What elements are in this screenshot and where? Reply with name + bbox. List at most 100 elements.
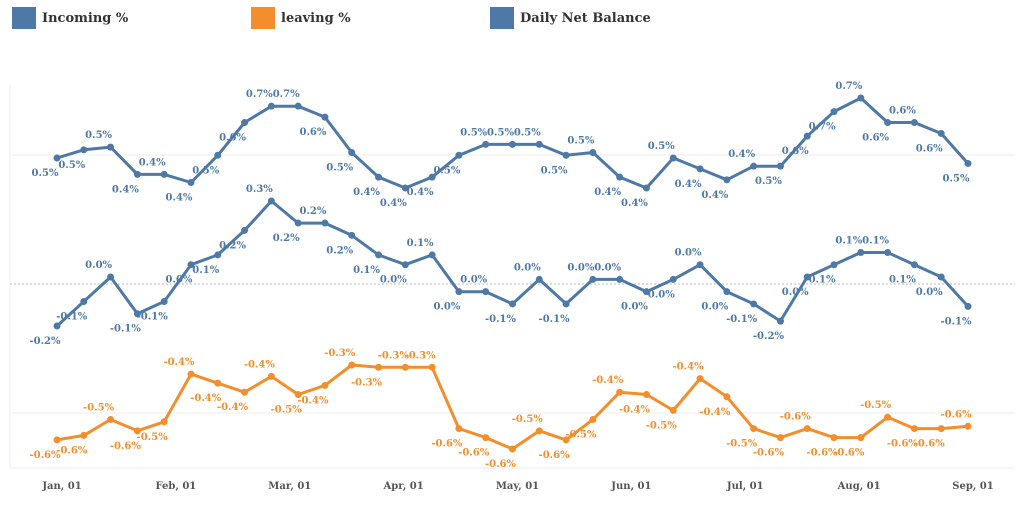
data-label-net-balance: 0.2% xyxy=(273,233,300,244)
data-point-net-balance xyxy=(937,273,945,281)
data-label-leaving: -0.6% xyxy=(887,439,919,450)
data-point-leaving xyxy=(616,388,624,396)
data-label-leaving: -0.4% xyxy=(217,402,249,413)
data-point-leaving xyxy=(669,406,677,414)
data-label-incoming: 0.6% xyxy=(862,133,889,144)
data-point-incoming xyxy=(509,140,516,148)
data-point-incoming xyxy=(723,176,731,184)
data-point-net-balance xyxy=(401,261,409,269)
data-point-incoming xyxy=(884,119,892,127)
x-tick-label: Apr, 01 xyxy=(383,481,424,492)
data-point-net-balance xyxy=(80,297,88,305)
data-point-incoming xyxy=(267,102,275,110)
data-point-net-balance xyxy=(723,288,731,296)
data-point-leaving xyxy=(375,363,383,371)
data-label-leaving: -0.4% xyxy=(163,357,195,368)
data-point-leaving xyxy=(455,425,463,433)
data-point-leaving xyxy=(589,415,597,423)
data-label-incoming: 0.4% xyxy=(139,157,166,168)
data-label-net-balance: 0.1% xyxy=(862,235,889,246)
data-label-net-balance: 0.1% xyxy=(407,238,434,249)
data-point-incoming xyxy=(160,170,168,178)
data-label-net-balance: 0.0% xyxy=(782,287,809,298)
data-label-incoming: 0.5% xyxy=(32,168,59,179)
data-label-leaving: -0.6% xyxy=(940,409,972,420)
data-point-leaving xyxy=(482,434,490,442)
data-label-net-balance: 0.3% xyxy=(246,184,273,195)
data-label-incoming: 0.7% xyxy=(273,89,300,100)
x-tick-label: May, 01 xyxy=(496,481,539,492)
data-point-net-balance xyxy=(214,251,222,259)
data-point-net-balance xyxy=(884,248,892,256)
data-point-leaving xyxy=(884,413,892,421)
data-label-incoming: 0.5% xyxy=(541,165,568,176)
legend: Incoming % leaving % Daily Net Balance xyxy=(0,0,1024,36)
data-label-incoming: 0.5% xyxy=(514,127,541,138)
legend-item-leaving[interactable]: leaving % xyxy=(251,7,351,29)
x-tick-label: Jun, 01 xyxy=(610,481,651,492)
data-point-incoming xyxy=(616,173,624,181)
legend-item-incoming[interactable]: Incoming % xyxy=(12,7,128,29)
data-label-net-balance: 0.2% xyxy=(326,245,353,256)
data-label-leaving: -0.6% xyxy=(780,412,812,423)
data-label-leaving: -0.5% xyxy=(860,400,892,411)
data-point-incoming xyxy=(241,119,249,127)
data-point-incoming xyxy=(535,140,543,148)
data-label-leaving: -0.4% xyxy=(619,405,651,416)
data-point-incoming xyxy=(669,154,677,162)
data-label-leaving: -0.6% xyxy=(29,450,61,461)
data-label-leaving: -0.4% xyxy=(297,395,329,406)
data-label-net-balance: -0.1% xyxy=(56,311,88,322)
data-label-leaving: -0.6% xyxy=(539,450,571,461)
data-label-net-balance: -0.2% xyxy=(753,331,785,342)
data-point-leaving xyxy=(696,375,704,383)
data-point-net-balance xyxy=(589,275,597,283)
data-label-leaving: -0.6% xyxy=(458,448,490,459)
data-label-incoming: 0.4% xyxy=(407,187,434,198)
data-point-incoming xyxy=(910,119,918,127)
data-point-net-balance xyxy=(776,317,784,325)
data-label-incoming: 0.4% xyxy=(701,190,728,201)
data-point-incoming xyxy=(375,173,383,181)
data-label-net-balance: 0.2% xyxy=(219,240,246,251)
data-point-incoming xyxy=(348,149,356,157)
data-label-net-balance: 0.0% xyxy=(85,260,112,271)
data-point-incoming xyxy=(401,184,409,192)
data-point-net-balance xyxy=(642,288,650,296)
data-label-incoming: 0.4% xyxy=(166,193,193,204)
data-point-incoming xyxy=(750,162,758,170)
data-point-incoming xyxy=(776,162,784,170)
data-point-net-balance xyxy=(53,322,61,330)
data-label-incoming: 0.7% xyxy=(246,89,273,100)
x-tick-label: Feb, 01 xyxy=(155,481,196,492)
legend-label-net-balance: Daily Net Balance xyxy=(520,10,651,26)
data-label-net-balance: -0.1% xyxy=(539,314,571,325)
data-label-net-balance: 0.0% xyxy=(567,262,594,273)
data-point-net-balance xyxy=(857,248,865,256)
data-point-net-balance xyxy=(562,300,570,308)
data-point-leaving xyxy=(53,436,61,444)
data-label-net-balance: -0.1% xyxy=(110,324,142,335)
data-label-incoming: 0.5% xyxy=(85,130,112,141)
data-point-incoming xyxy=(214,151,222,159)
data-label-leaving: -0.4% xyxy=(592,375,624,386)
data-label-net-balance: 0.0% xyxy=(648,289,675,300)
data-point-leaving xyxy=(535,427,543,435)
data-label-net-balance: -0.1% xyxy=(940,316,972,327)
data-point-net-balance xyxy=(375,251,383,259)
data-point-net-balance xyxy=(321,219,329,227)
data-point-net-balance xyxy=(482,288,490,296)
data-label-leaving: -0.6% xyxy=(110,441,142,452)
data-label-leaving: -0.3% xyxy=(351,377,383,388)
legend-label-leaving: leaving % xyxy=(281,10,351,26)
data-point-net-balance xyxy=(616,275,624,283)
legend-item-net-balance[interactable]: Daily Net Balance xyxy=(490,7,651,29)
data-label-incoming: 0.5% xyxy=(943,173,970,184)
data-point-incoming xyxy=(294,102,302,110)
data-point-leaving xyxy=(267,372,275,380)
data-label-leaving: -0.3% xyxy=(378,350,410,361)
data-label-leaving: -0.5% xyxy=(512,414,544,425)
x-tick-label: Jul, 01 xyxy=(726,481,764,492)
data-point-net-balance xyxy=(160,297,168,305)
data-label-net-balance: 0.0% xyxy=(166,275,193,286)
